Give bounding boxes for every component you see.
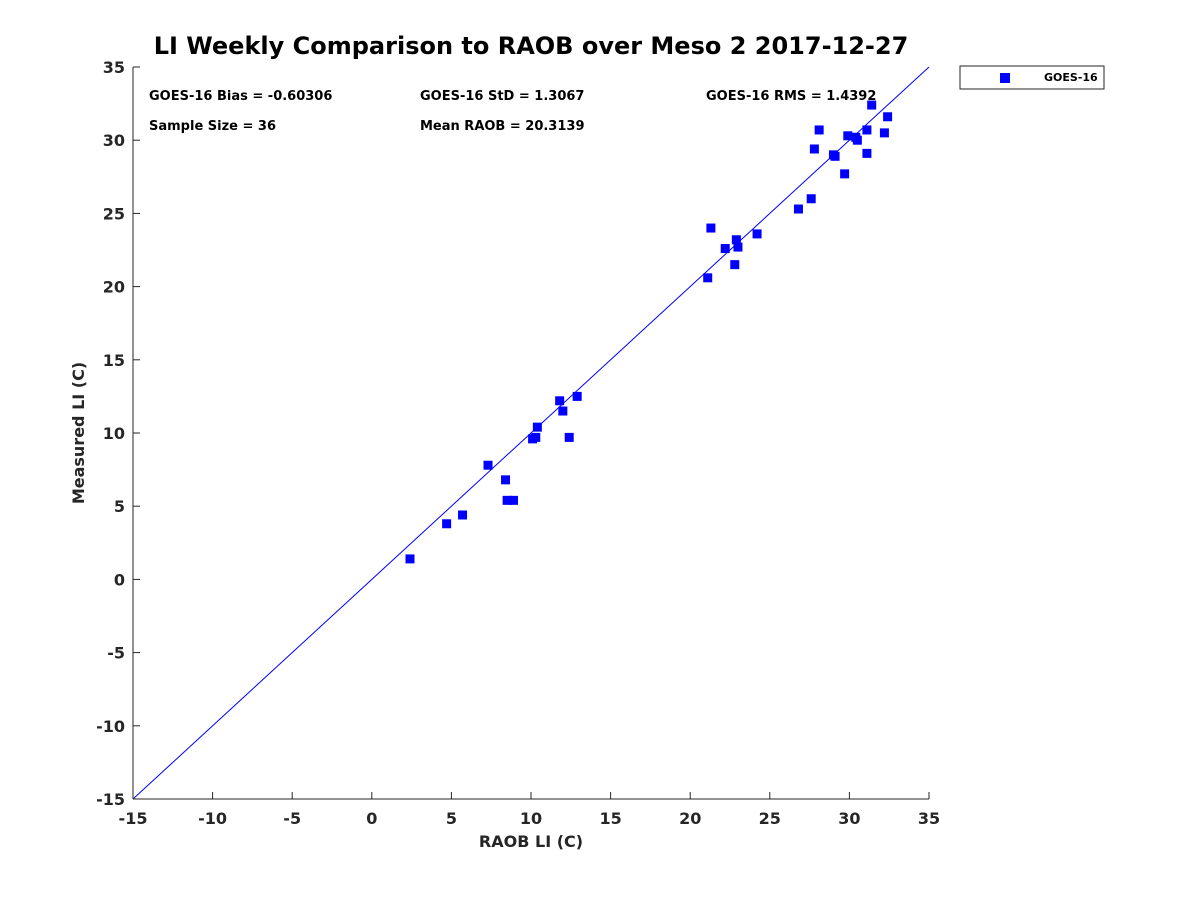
stat-rms: GOES-16 RMS = 1.4392	[706, 89, 876, 104]
y-tick-label: 20	[103, 278, 125, 297]
identity-line	[132, 66, 930, 800]
x-tick-label: 20	[679, 809, 701, 828]
data-point	[706, 223, 716, 233]
x-tick-label: -15	[119, 809, 148, 828]
data-point	[501, 475, 511, 485]
y-axis-label: Measured LI (C)	[69, 362, 88, 504]
x-tick-label: 5	[446, 809, 457, 828]
data-point	[483, 460, 493, 470]
y-tick-label: 10	[103, 424, 125, 443]
stat-std: GOES-16 StD = 1.3067	[420, 89, 584, 104]
data-point	[809, 144, 819, 154]
stat-mean-raob: Mean RAOB = 20.3139	[420, 119, 585, 134]
y-tick-label: 0	[114, 570, 125, 589]
data-point	[830, 151, 840, 161]
data-point	[879, 128, 889, 138]
stat-sample-size: Sample Size = 36	[149, 119, 276, 134]
data-point	[840, 169, 850, 179]
data-point	[752, 229, 762, 239]
x-tick-label: -5	[283, 809, 301, 828]
x-tick-label: 0	[366, 809, 377, 828]
data-point	[458, 510, 468, 520]
x-tick-label: 35	[918, 809, 940, 828]
data-point	[555, 396, 565, 406]
chart-title: LI Weekly Comparison to RAOB over Meso 2…	[154, 32, 909, 60]
legend-label-goes16: GOES-16	[1044, 71, 1098, 84]
y-tick-label: 25	[103, 204, 125, 223]
data-point	[731, 235, 741, 245]
data-point	[852, 135, 862, 145]
data-point	[720, 244, 730, 254]
data-point	[405, 554, 415, 564]
data-point	[730, 260, 740, 270]
data-point	[502, 495, 512, 505]
data-point	[703, 273, 713, 283]
data-point	[532, 422, 542, 432]
data-point	[867, 100, 877, 110]
x-tick-label: 25	[759, 809, 781, 828]
y-tick-label: -10	[96, 717, 125, 736]
y-axis-ticks: -15 -10 -5 0 5 10 15 20 25 30 35	[96, 58, 140, 809]
data-point	[572, 391, 582, 401]
data-point	[814, 125, 824, 135]
x-axis-label: RAOB LI (C)	[479, 832, 583, 851]
data-point	[558, 406, 568, 416]
y-tick-label: -5	[107, 644, 125, 663]
data-point	[843, 131, 853, 141]
y-tick-label: 15	[103, 351, 125, 370]
legend: GOES-16	[959, 65, 1105, 90]
data-point	[793, 204, 803, 214]
data-point	[442, 519, 452, 529]
data-point	[508, 495, 518, 505]
data-point	[564, 432, 574, 442]
x-tick-label: 30	[838, 809, 860, 828]
data-point	[733, 242, 743, 252]
data-point	[862, 125, 872, 135]
y-tick-label: 5	[114, 497, 125, 516]
data-point	[531, 432, 541, 442]
y-tick-label: -15	[96, 790, 125, 809]
y-tick-label: 35	[103, 58, 125, 77]
data-point	[862, 148, 872, 158]
data-point	[883, 112, 893, 122]
y-tick-label: 30	[103, 131, 125, 150]
x-tick-label: 10	[520, 809, 542, 828]
legend-marker-goes16	[1000, 73, 1010, 83]
identity-line-group	[132, 66, 930, 800]
data-point	[806, 194, 816, 204]
x-axis-ticks: -15 -10 -5 0 5 10 15 20 25 30 35	[119, 792, 940, 828]
x-tick-label: 15	[599, 809, 621, 828]
legend-box	[959, 65, 1105, 90]
scatter-points	[405, 100, 893, 564]
x-tick-label: -10	[198, 809, 227, 828]
stat-bias: GOES-16 Bias = -0.60306	[149, 89, 332, 104]
